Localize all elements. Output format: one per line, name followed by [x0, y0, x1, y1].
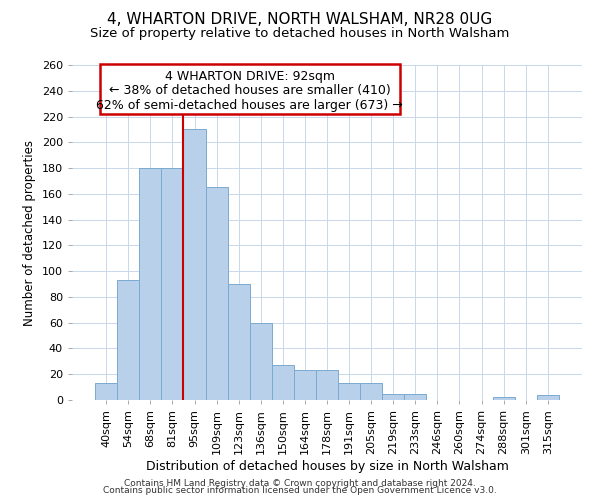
Text: Contains public sector information licensed under the Open Government Licence v3: Contains public sector information licen… [103, 486, 497, 495]
Text: 4, WHARTON DRIVE, NORTH WALSHAM, NR28 0UG: 4, WHARTON DRIVE, NORTH WALSHAM, NR28 0U… [107, 12, 493, 28]
Bar [161, 168, 184, 400]
Bar [95, 383, 117, 400]
Bar [206, 188, 227, 400]
Bar [316, 370, 338, 400]
Y-axis label: Number of detached properties: Number of detached properties [23, 140, 36, 326]
Text: Contains HM Land Registry data © Crown copyright and database right 2024.: Contains HM Land Registry data © Crown c… [124, 478, 476, 488]
Bar [272, 365, 294, 400]
Text: Size of property relative to detached houses in North Walsham: Size of property relative to detached ho… [91, 28, 509, 40]
Text: 4 WHARTON DRIVE: 92sqm: 4 WHARTON DRIVE: 92sqm [165, 70, 335, 83]
Text: ← 38% of detached houses are smaller (410): ← 38% of detached houses are smaller (41… [109, 84, 391, 98]
Bar [338, 383, 360, 400]
Bar [227, 284, 250, 400]
Text: 62% of semi-detached houses are larger (673) →: 62% of semi-detached houses are larger (… [97, 98, 403, 112]
FancyBboxPatch shape [100, 64, 400, 114]
Bar [294, 370, 316, 400]
Bar [404, 394, 427, 400]
Bar [250, 322, 272, 400]
Bar [117, 280, 139, 400]
Bar [360, 383, 382, 400]
X-axis label: Distribution of detached houses by size in North Walsham: Distribution of detached houses by size … [146, 460, 508, 472]
Bar [139, 168, 161, 400]
Bar [537, 395, 559, 400]
Bar [493, 398, 515, 400]
Bar [382, 394, 404, 400]
Bar [184, 130, 206, 400]
